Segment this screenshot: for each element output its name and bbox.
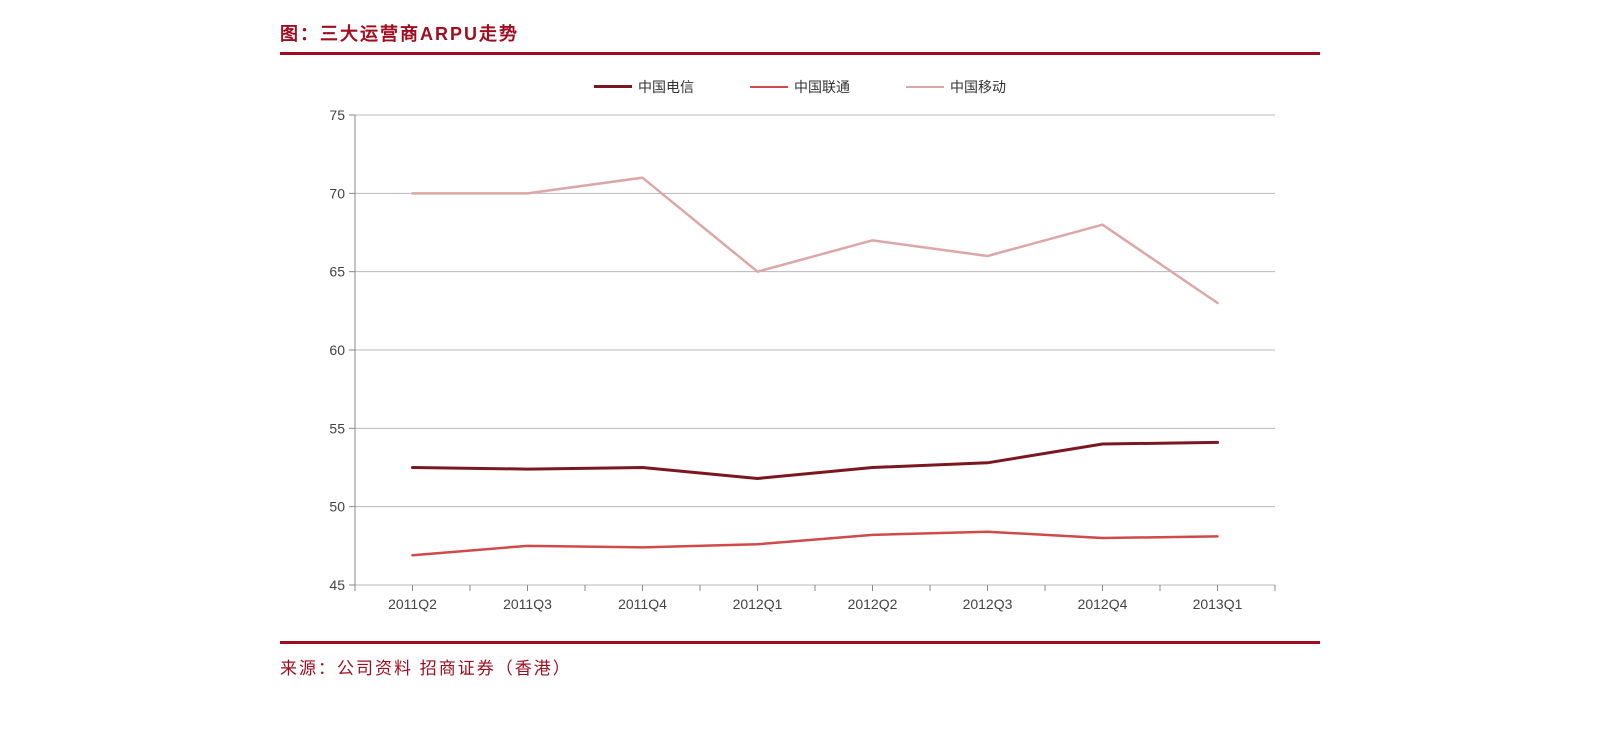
y-tick-label: 70 (329, 185, 345, 201)
series-line (413, 178, 1218, 303)
source-bar: 来源：公司资料 招商证券（香港） (280, 641, 1320, 679)
series-line (413, 442, 1218, 478)
x-tick-label: 2011Q3 (503, 596, 552, 612)
chart-title: 图：三大运营商ARPU走势 (280, 24, 519, 44)
y-tick-label: 60 (329, 342, 345, 358)
x-tick-label: 2012Q1 (733, 596, 783, 612)
x-tick-label: 2012Q3 (963, 596, 1013, 612)
legend-label: 中国电信 (638, 77, 694, 97)
x-tick-label: 2011Q4 (618, 596, 667, 612)
series-line (413, 532, 1218, 556)
legend-item: 中国电信 (594, 77, 694, 97)
legend-swatch (750, 86, 788, 88)
x-tick-label: 2012Q4 (1078, 596, 1128, 612)
y-tick-label: 65 (329, 264, 345, 280)
y-tick-label: 45 (329, 577, 345, 593)
x-tick-label: 2013Q1 (1193, 596, 1243, 612)
legend: 中国电信 中国联通 中国移动 (280, 63, 1320, 105)
legend-label: 中国联通 (794, 77, 850, 97)
legend-swatch (906, 86, 944, 88)
legend-swatch (594, 85, 632, 88)
legend-label: 中国移动 (950, 77, 1006, 97)
y-tick-label: 50 (329, 499, 345, 515)
y-tick-label: 55 (329, 420, 345, 436)
legend-item: 中国联通 (750, 77, 850, 97)
source-text: 来源：公司资料 招商证券（香港） (280, 659, 572, 678)
chart-container: 图：三大运营商ARPU走势 中国电信 中国联通 中国移动 45 50 55 60 65 70 7… (280, 20, 1320, 679)
y-tick-label: 75 (329, 107, 345, 123)
line-chart-svg: 45 50 55 60 65 70 75 2011Q2 2011Q3 2011Q4 2012Q1 20… (300, 105, 1300, 625)
chart-plot-area: 45 50 55 60 65 70 75 2011Q2 2011Q3 2011Q4 2012Q1 20… (300, 105, 1300, 635)
legend-item: 中国移动 (906, 77, 1006, 97)
x-tick-label: 2012Q2 (848, 596, 898, 612)
x-tick-label: 2011Q2 (388, 596, 437, 612)
title-bar: 图：三大运营商ARPU走势 (280, 20, 1320, 55)
